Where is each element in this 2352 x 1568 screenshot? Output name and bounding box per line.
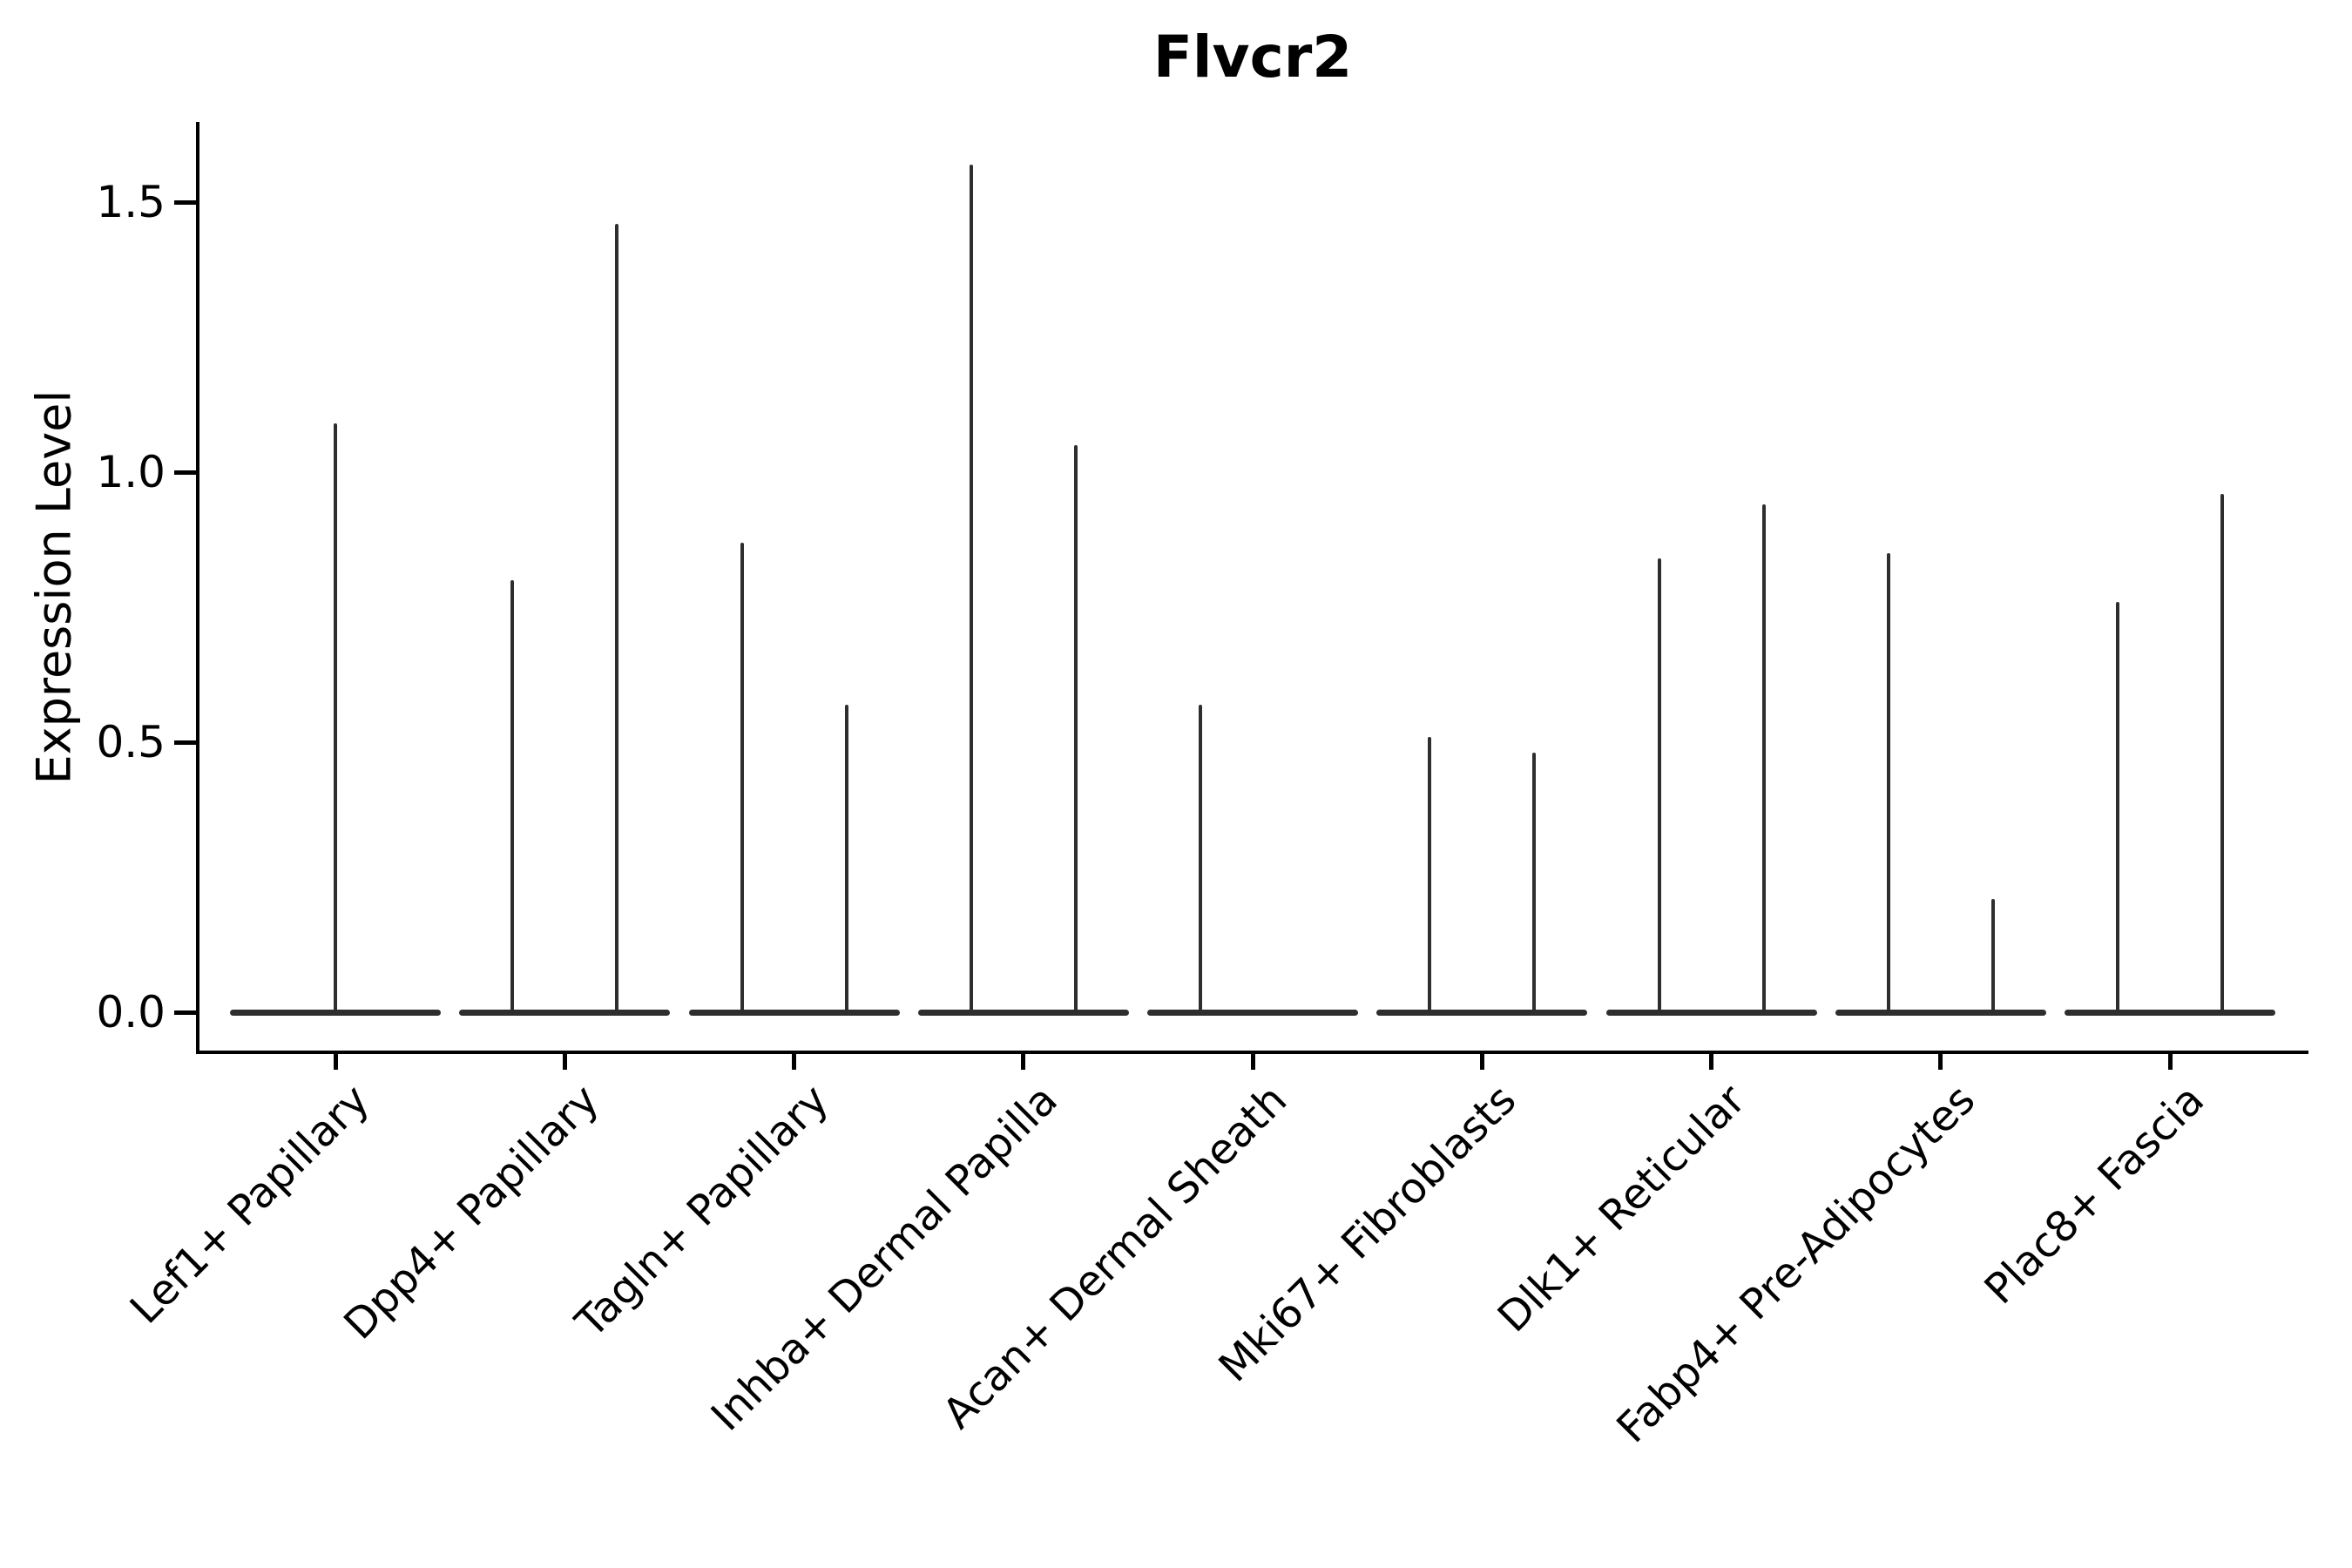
violin-spike: [2116, 601, 2119, 1012]
x-tick-mark: [333, 1051, 338, 1070]
violin-base: [1605, 1009, 1817, 1016]
x-tick-mark: [1479, 1051, 1484, 1070]
violin-base: [230, 1009, 441, 1016]
x-category-label: Lef1+ Papillary: [121, 1075, 380, 1334]
violin-base: [1835, 1009, 2046, 1016]
violin-spike: [1990, 898, 1995, 1012]
x-category-label: Dlk1+ Reticular: [1489, 1075, 1755, 1342]
x-tick-mark: [1709, 1051, 1713, 1070]
y-tick-mark: [174, 199, 197, 205]
chart-title: Flvcr2: [1152, 24, 1353, 91]
violin-spike: [1532, 753, 1537, 1012]
violin-base: [1147, 1009, 1358, 1016]
violin-base: [459, 1009, 671, 1016]
violin-spike: [1886, 553, 1890, 1012]
y-axis-spine: [196, 122, 199, 1054]
y-tick-label: 0.5: [96, 717, 166, 767]
violin-spike: [510, 580, 515, 1012]
violin-spike: [844, 704, 848, 1012]
x-tick-mark: [792, 1051, 796, 1070]
y-tick-mark: [174, 470, 197, 475]
x-tick-mark: [2167, 1051, 2173, 1070]
y-tick-label: 0.0: [96, 987, 166, 1037]
y-tick-label: 1.0: [96, 447, 166, 497]
x-category-label: Plac8+ Fascia: [1975, 1075, 2214, 1315]
x-tick-mark: [1250, 1051, 1255, 1070]
x-tick-mark: [1021, 1051, 1026, 1070]
violin-spike: [1761, 504, 1766, 1012]
violin-spike: [615, 223, 619, 1012]
violin-spike: [334, 423, 337, 1012]
x-tick-mark: [1938, 1051, 1943, 1070]
violin-spike: [1657, 558, 1661, 1012]
violin-base: [1376, 1009, 1588, 1016]
violin-base: [917, 1009, 1129, 1016]
violin-spike: [1428, 736, 1432, 1012]
y-tick-mark: [174, 740, 197, 745]
x-category-label: Tagln+ Papillary: [566, 1075, 838, 1348]
violin-base: [2065, 1009, 2275, 1016]
x-category-label: Dpp4+ Papillary: [335, 1075, 609, 1349]
x-tick-mark: [562, 1051, 567, 1070]
violin-spike: [1073, 445, 1078, 1012]
violin-spike: [740, 542, 744, 1012]
y-tick-label: 1.5: [96, 177, 166, 227]
y-tick-mark: [174, 1010, 197, 1015]
violin-spike: [1199, 704, 1202, 1012]
violin-base: [688, 1009, 900, 1016]
violin-spike: [2220, 493, 2224, 1012]
violin-spike: [969, 164, 973, 1012]
